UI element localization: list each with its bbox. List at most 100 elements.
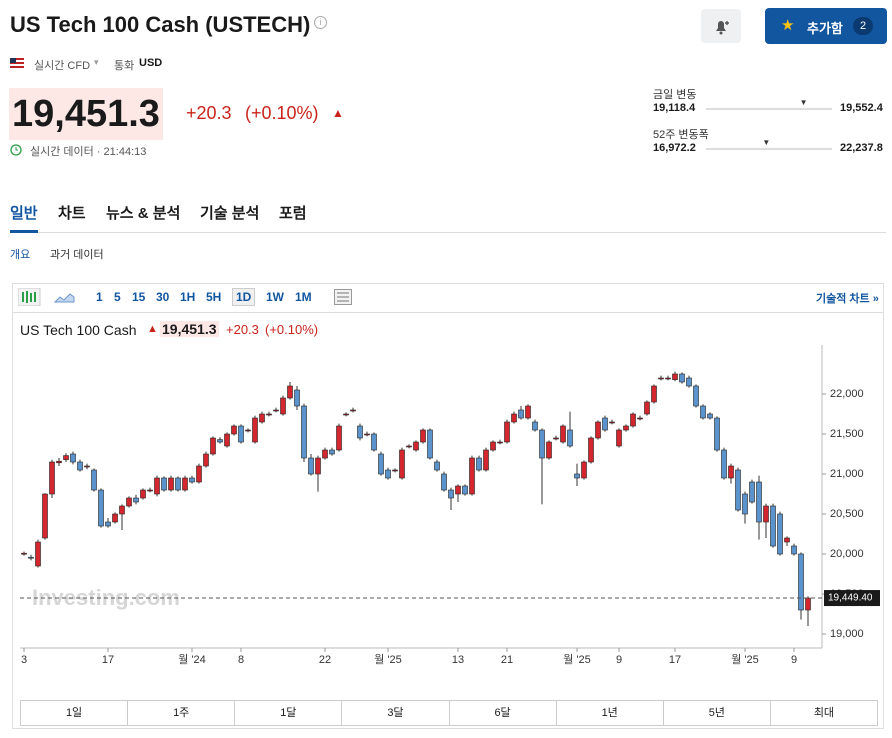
candle-body <box>763 505 769 523</box>
candle-body <box>329 449 335 455</box>
candle-body <box>721 449 727 479</box>
candle-body <box>28 556 34 559</box>
candle-body <box>644 401 650 415</box>
market-type: 실시간 CFD <box>34 60 91 72</box>
candle-body <box>273 409 279 412</box>
range-low: 16,972.2 <box>653 142 696 154</box>
candle-body <box>301 405 307 459</box>
candle-body <box>539 429 545 459</box>
chart-type-icons[interactable] <box>18 288 78 306</box>
range-high: 22,237.8 <box>840 142 883 154</box>
period-button[interactable]: 1달 <box>234 701 341 725</box>
candle-body <box>427 429 433 459</box>
candle-body <box>119 505 125 515</box>
candle-body <box>602 417 608 431</box>
range-label: 52주 변동폭 <box>653 129 709 141</box>
candle-body <box>105 521 111 527</box>
change: +20.3 <box>186 103 232 123</box>
x-tick-label: 17 <box>669 654 681 666</box>
info-icon[interactable]: i <box>314 16 327 29</box>
interval[interactable]: 5H <box>206 290 222 304</box>
candle-body <box>77 461 83 471</box>
x-tick-label: 8 <box>238 654 244 666</box>
candle-body <box>161 477 167 491</box>
candle-body <box>525 405 531 419</box>
candle-body <box>385 469 391 479</box>
status: 실시간 데이터 · 21:44:13 <box>30 146 147 158</box>
advanced-chart-link[interactable]: 기술적 차트 » <box>816 293 879 305</box>
candle-body <box>252 417 258 443</box>
candle-body <box>399 449 405 479</box>
interval[interactable]: 15 <box>132 290 146 304</box>
candle-body <box>658 377 664 380</box>
y-tick-label: 20,500 <box>830 508 864 520</box>
candle-body <box>84 465 90 468</box>
star-icon: ★ <box>781 17 795 34</box>
range-marker: ▼ <box>799 98 808 107</box>
interval[interactable]: 1H <box>180 290 196 304</box>
candle-body <box>469 457 475 495</box>
period-button[interactable]: 6달 <box>448 701 556 725</box>
candle-body <box>126 497 132 507</box>
candle-body <box>483 449 489 471</box>
candle-body <box>322 449 328 459</box>
candle-body <box>777 513 783 555</box>
interval[interactable]: 1W <box>266 290 284 304</box>
price: 19,451.3 <box>9 88 163 140</box>
period-button[interactable]: 1주 <box>127 701 234 725</box>
candle-body <box>350 409 356 412</box>
watch-button[interactable]: ★ 추가함 2 <box>765 8 887 44</box>
candle-body <box>175 477 181 491</box>
tab[interactable]: 일반 <box>10 205 38 222</box>
interval[interactable]: 1 <box>96 290 103 304</box>
currency-label: 통화 <box>114 60 135 72</box>
candle-body <box>413 441 419 451</box>
tab[interactable]: 차트 <box>58 205 86 222</box>
candle-body <box>490 441 496 451</box>
y-tick-label: 21,000 <box>830 468 864 480</box>
period-button[interactable]: 1년 <box>555 701 663 725</box>
candle-body <box>504 421 510 443</box>
period-button[interactable]: 3달 <box>341 701 448 725</box>
candle-body <box>308 457 314 475</box>
tab[interactable]: 뉴스 & 분석 <box>106 205 181 222</box>
candle-body <box>756 481 762 523</box>
x-tick-label: 3 <box>21 654 27 666</box>
candle-body <box>434 461 440 471</box>
candle-body <box>574 473 580 479</box>
candle-body <box>182 477 188 491</box>
y-tick-label: 21,500 <box>830 428 864 440</box>
interval[interactable]: 1D <box>232 288 256 306</box>
interval[interactable]: 30 <box>156 290 170 304</box>
candle-body <box>616 429 622 447</box>
interval[interactable]: 1M <box>295 290 312 304</box>
tab[interactable]: 기술 분석 <box>200 205 260 222</box>
subtab[interactable]: 과거 데이터 <box>50 249 104 261</box>
alert-button[interactable] <box>701 9 741 43</box>
candle-body <box>791 545 797 555</box>
table-icon[interactable] <box>334 289 352 305</box>
candle-body <box>336 425 342 451</box>
candle-body <box>784 537 790 543</box>
dropdown-caret[interactable]: ▾ <box>94 57 99 67</box>
candle-body <box>168 477 174 491</box>
candle-body <box>98 489 104 527</box>
candle-body <box>651 385 657 403</box>
candle-body <box>595 421 601 439</box>
us-flag <box>10 58 24 68</box>
x-tick-label: 9 <box>791 654 797 666</box>
candle-body <box>567 429 573 447</box>
candle-body <box>455 485 461 495</box>
period-button[interactable]: 1일 <box>65 707 83 719</box>
period-button[interactable]: 5년 <box>662 701 770 725</box>
period-button[interactable]: 최대 <box>769 701 877 725</box>
candle-body <box>546 441 552 459</box>
period-bar: 1일 1주 1달 3달 6달 1년 5년 최대 <box>20 700 878 726</box>
interval[interactable]: 5 <box>114 290 121 304</box>
watch-label: 추가함 <box>807 21 843 36</box>
candle-body <box>735 469 741 511</box>
candle-body <box>21 552 27 555</box>
subtab[interactable]: 개요 <box>10 249 31 261</box>
x-tick-label: 17 <box>102 654 114 666</box>
tab[interactable]: 포럼 <box>279 205 307 222</box>
